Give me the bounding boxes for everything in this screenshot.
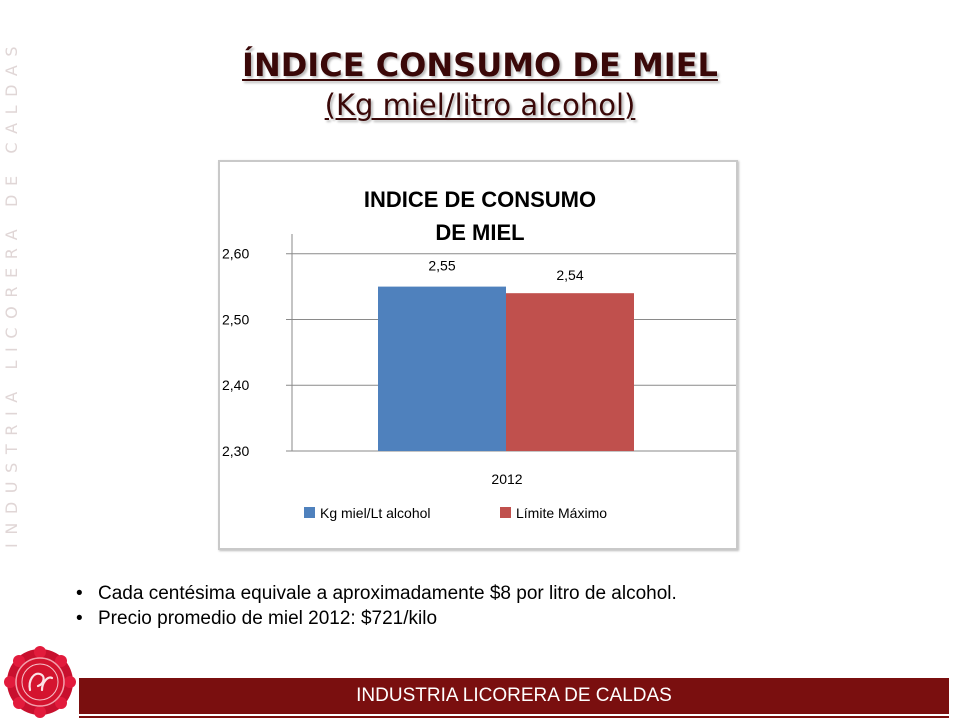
legend-swatch [304,507,315,518]
y-tick-label: 2,30 [222,443,249,459]
footer-divider [79,716,949,718]
bullet-item: • Cada centésima equivale a aproximadamen… [76,581,677,606]
page-title: ÍNDICE CONSUMO DE MIEL [242,46,718,84]
bullet-list: • Cada centésima equivale a aproximadamen… [76,581,677,631]
x-category-label: 2012 [491,471,522,487]
bullet-text: Cada centésima equivale a aproximadament… [98,583,677,604]
chart-container: INDICE DE CONSUMO DE MIEL 2,30 2,40 2,50 2,60… [218,160,738,550]
page-subtitle: (Kg miel/litro alcohol) [324,88,636,122]
data-label: 2,54 [556,267,583,283]
bullet-dot-icon: • [76,583,83,604]
chart-title-line: DE MIEL [435,220,524,245]
footer-bar: INDUSTRIA LICORERA DE CALDAS [79,678,949,714]
bullet-item: • Precio promedio de miel 2012: $721/kilo [76,606,677,631]
footer-text: INDUSTRIA LICORERA DE CALDAS [356,685,672,706]
y-tick-label: 2,60 [222,246,249,262]
legend-label: Límite Máximo [516,505,607,521]
data-label: 2,55 [428,258,455,274]
seal-logo-icon [4,646,76,718]
legend-label: Kg miel/Lt alcohol [320,505,431,521]
y-tick-label: 2,40 [222,377,249,393]
bullet-dot-icon: • [76,608,83,629]
bullet-text: Precio promedio de miel 2012: $721/kilo [98,608,438,629]
bar-kg-miel [378,286,506,451]
legend-swatch [500,507,511,518]
bar-chart: INDICE DE CONSUMO DE MIEL 2,30 2,40 2,50 2,60… [222,187,736,521]
chart-title-line: INDICE DE CONSUMO [364,187,596,212]
y-tick-label: 2,50 [222,311,249,327]
bar-limite-maximo [506,293,634,451]
